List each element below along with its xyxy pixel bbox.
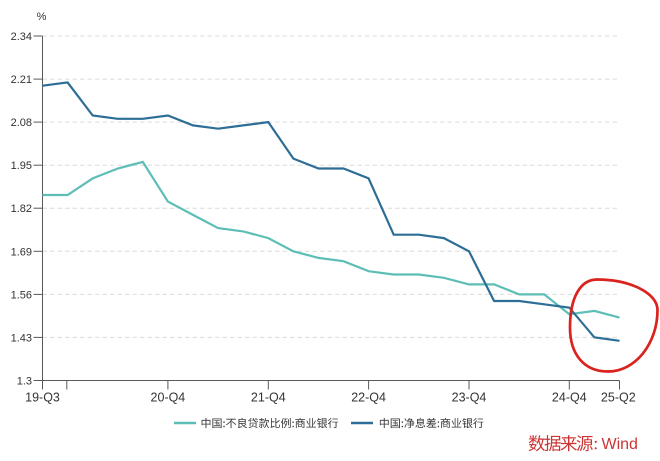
svg-text:1.3: 1.3	[17, 376, 32, 388]
svg-text:1.43: 1.43	[11, 332, 32, 344]
svg-text:23-Q4: 23-Q4	[452, 390, 487, 404]
svg-text:%: %	[37, 11, 47, 23]
svg-text:19-Q3: 19-Q3	[25, 390, 60, 404]
svg-text:25-Q2: 25-Q2	[601, 390, 636, 404]
svg-text:2.08: 2.08	[11, 117, 32, 129]
svg-text:1.95: 1.95	[11, 160, 32, 172]
svg-text:20-Q4: 20-Q4	[151, 390, 186, 404]
svg-text:1.69: 1.69	[11, 246, 32, 258]
svg-text:21-Q4: 21-Q4	[251, 390, 286, 404]
svg-text:1.56: 1.56	[11, 289, 32, 301]
svg-text:2.21: 2.21	[11, 74, 32, 86]
svg-text:24-Q4: 24-Q4	[552, 390, 587, 404]
svg-text:Wind: Wind	[602, 436, 638, 453]
svg-text:2.34: 2.34	[11, 31, 32, 43]
svg-text:22-Q4: 22-Q4	[351, 390, 386, 404]
svg-text:1.82: 1.82	[11, 203, 32, 215]
